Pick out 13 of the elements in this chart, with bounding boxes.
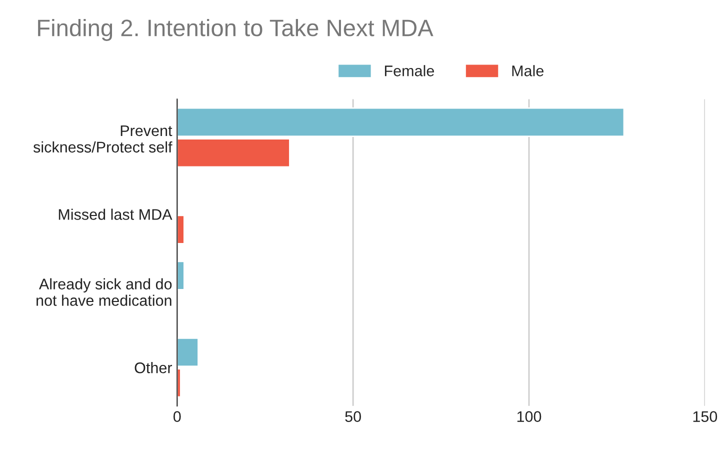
y-tick-label: Prevent sickness/Protect self [33, 125, 172, 153]
bar [177, 214, 185, 244]
legend-label: Male [512, 65, 544, 76]
x-tick-label: 50 [345, 411, 361, 422]
y-tick-label: Missed last MDA [58, 208, 172, 220]
y-tick-label: Already sick and do not have medication [36, 278, 172, 306]
x-tick-label: 0 [173, 411, 181, 422]
x-tick-label: 100 [517, 411, 542, 422]
y-tick-label: Other [134, 362, 172, 374]
chart-title: Finding 2. Intention to Take Next MDA [38, 18, 434, 41]
x-tick-label: 150 [693, 411, 718, 422]
legend-label: Female [384, 65, 434, 76]
bar [177, 260, 185, 290]
